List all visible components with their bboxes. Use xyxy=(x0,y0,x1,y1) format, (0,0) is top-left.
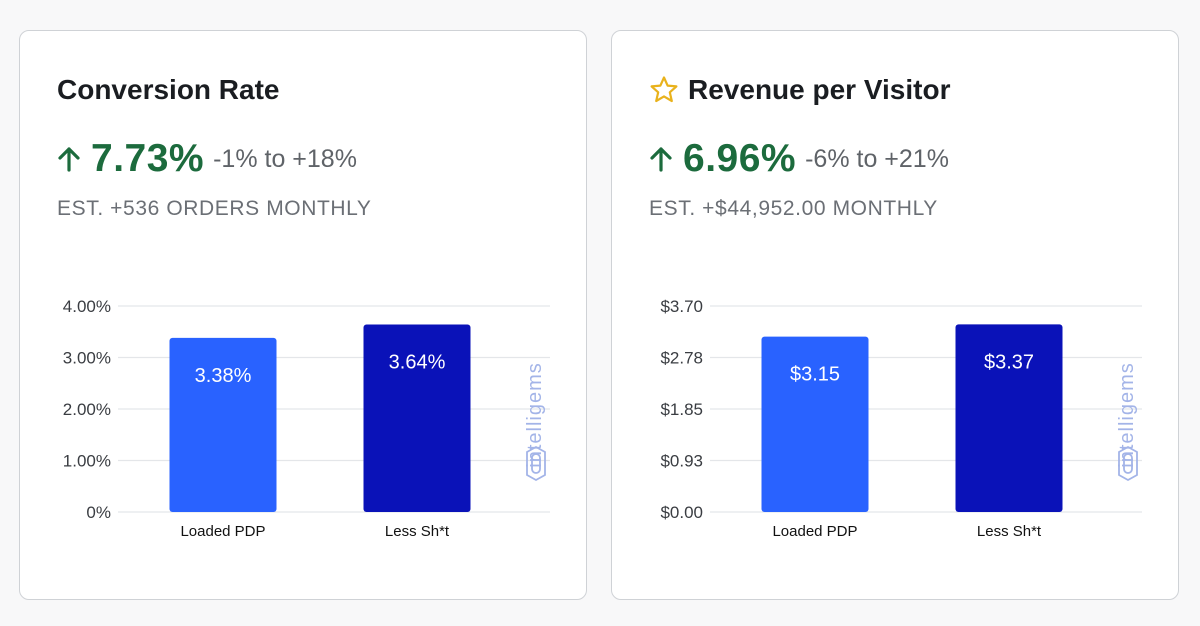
bar xyxy=(363,324,471,512)
star-outline-icon[interactable] xyxy=(649,75,679,105)
revenue-per-visitor-chart: $0.00 $0.93 $1.85 $2.78 $3.70 $3.15 Loaded PDP… xyxy=(660,297,1142,540)
card-title-text: Conversion Rate xyxy=(57,74,280,105)
bar xyxy=(955,324,1063,512)
intelligems-logo-icon xyxy=(1118,445,1138,482)
y-tick-label: 4.00% xyxy=(63,297,111,316)
card-title: Revenue per Visitor xyxy=(649,74,950,106)
card-title: Conversion Rate xyxy=(57,74,280,106)
conversion-rate-card: Conversion Rate 7.73% -1% to +18% EST. +… xyxy=(19,30,587,600)
arrow-up-icon xyxy=(58,147,80,172)
bar xyxy=(761,336,869,512)
bar-data-label: 3.38% xyxy=(195,365,252,387)
y-tick-label: $2.78 xyxy=(660,349,703,368)
watermark-text: intelligems xyxy=(524,362,546,467)
metric-range: -1% to +18% xyxy=(213,144,357,173)
y-tick-label: $3.70 xyxy=(660,297,703,316)
metric-range: -6% to +21% xyxy=(805,144,949,173)
y-tick-label: 1.00% xyxy=(63,452,111,471)
y-tick-label: $0.93 xyxy=(660,452,703,471)
bar-data-label: $3.37 xyxy=(984,351,1034,373)
category-label: Loaded PDP xyxy=(180,523,265,540)
watermark-text: intelligems xyxy=(1116,362,1138,467)
y-tick-label: 2.00% xyxy=(63,400,111,419)
monthly-estimate: EST. +536 ORDERS MONTHLY xyxy=(57,197,372,220)
arrow-up-icon xyxy=(650,147,672,172)
y-tick-label: $0.00 xyxy=(660,503,703,522)
metric-row: 6.96% -6% to +21% xyxy=(649,137,949,181)
bar-data-label: 3.64% xyxy=(389,352,446,374)
bar-data-label: $3.15 xyxy=(790,364,840,386)
bar xyxy=(169,337,277,512)
y-tick-label: 0% xyxy=(86,503,111,522)
revenue-per-visitor-card: Revenue per Visitor 6.96% -6% to +21% ES… xyxy=(611,30,1179,600)
intelligems-logo-icon xyxy=(526,445,546,482)
category-label: Less Sh*t xyxy=(385,523,450,540)
conversion-rate-chart: 0% 1.00% 2.00% 3.00% 4.00% 3.38% Loaded PDP 3.6… xyxy=(63,297,550,540)
monthly-estimate: EST. +$44,952.00 MONTHLY xyxy=(649,197,938,220)
card-title-text: Revenue per Visitor xyxy=(688,74,951,105)
category-label: Loaded PDP xyxy=(772,523,857,540)
metric-value: 6.96% xyxy=(683,137,797,180)
metric-value: 7.73% xyxy=(91,137,205,180)
metric-row: 7.73% -1% to +18% xyxy=(57,137,357,181)
y-tick-label: $1.85 xyxy=(660,400,703,419)
y-tick-label: 3.00% xyxy=(63,349,111,368)
category-label: Less Sh*t xyxy=(977,523,1042,540)
